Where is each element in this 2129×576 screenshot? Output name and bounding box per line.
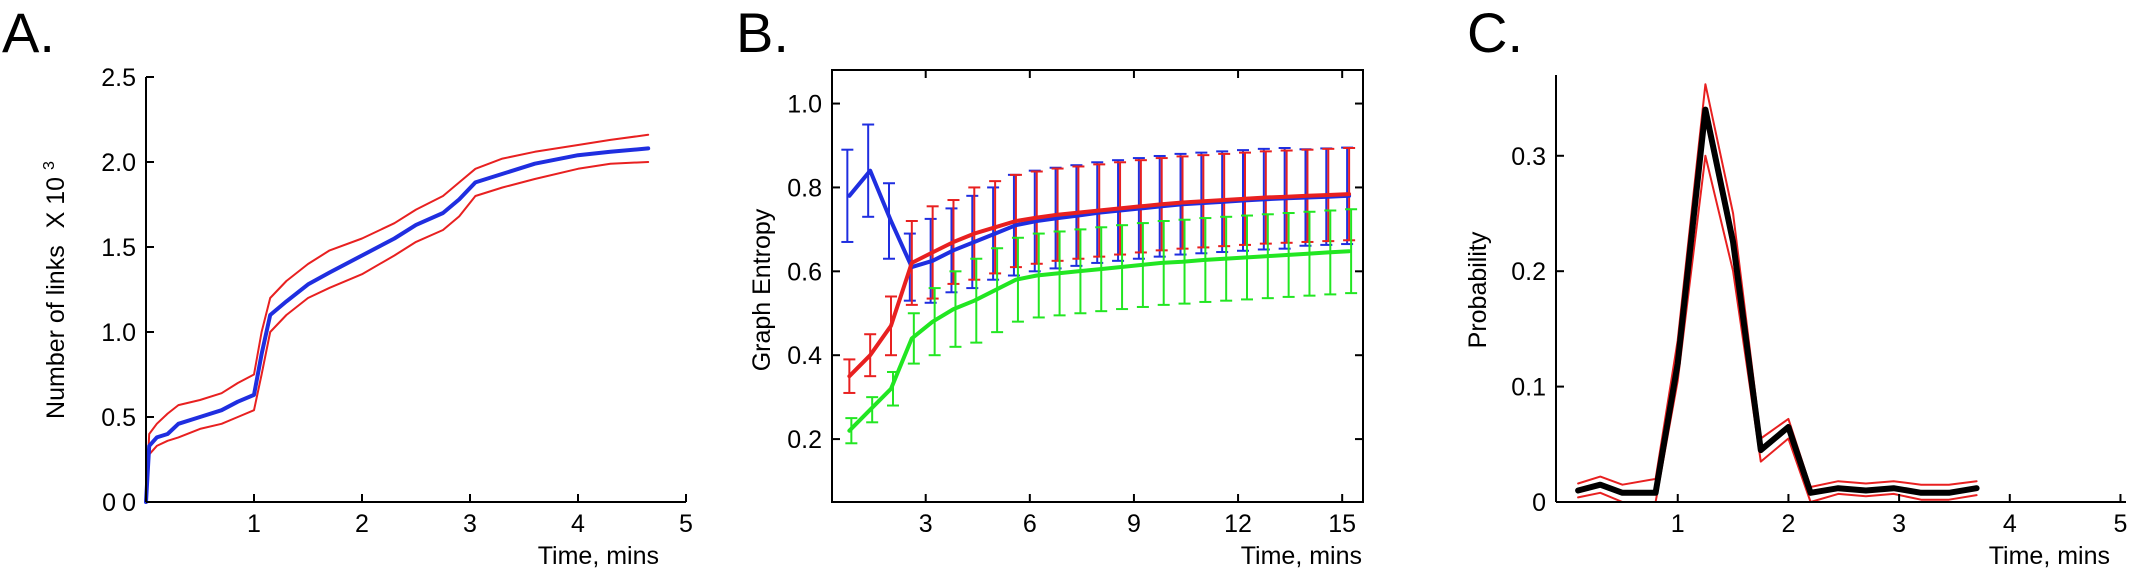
panel-c-x-tick-label: 5: [2114, 510, 2128, 538]
panel-a-y-axis-label-scale: X 10: [42, 177, 70, 228]
panel-c-letter: C.: [1467, 1, 1523, 64]
panel-a-y-tick-label: 2.0: [101, 149, 136, 177]
panel-b-frame: [831, 69, 1364, 503]
panel-a: A. 0 0.5 1.0 1.5 2.0 2.5 1 2 3 4 5 0 Time, mins Nu…: [2, 1, 693, 570]
panel-a-x-tick-label: 1: [247, 510, 261, 538]
panel-b-x-tick-label: 9: [1127, 510, 1141, 538]
panel-a-y-tick-label: 1.0: [101, 319, 136, 347]
panel-c-y-tick-label: 0.2: [1511, 258, 1546, 286]
panel-a-y-axis-label: Number of links X 10 3: [41, 161, 70, 419]
panel-b-x-tick-label: 3: [919, 510, 933, 538]
panel-a-x-origin-label: 0: [102, 489, 116, 517]
panel-b-x-tick-label: 15: [1328, 510, 1356, 538]
panel-c-x-tick-label: 3: [1892, 510, 1906, 538]
panel-c-series: [1575, 83, 1980, 503]
panel-b: B. 0.2 0.4 0.6 0.8 1.0 3 6 9 12 15 Time, mins Gra…: [736, 1, 1364, 570]
panel-c-x-tick-label: 1: [1671, 510, 1685, 538]
panel-b-y-axis-label: Graph Entropy: [748, 208, 776, 371]
panel-a-y-tick-label: 2.5: [101, 64, 136, 92]
panel-c-y-tick-label: 0.3: [1511, 143, 1546, 171]
panel-b-x-tick-label: 12: [1224, 510, 1252, 538]
panel-c-x-tick-label: 4: [2003, 510, 2017, 538]
panel-c-series-mean: [1575, 106, 1980, 496]
panel-b-x-tick-label: 6: [1023, 510, 1037, 538]
panel-a-letter: A.: [2, 1, 55, 64]
panel-a-y-axis-label-main: Number of links: [42, 245, 70, 419]
panel-b-series-line-2: [847, 249, 1352, 433]
panel-a-series-upper: [145, 133, 650, 503]
panel-a-ticks: 0 0.5 1.0 1.5 2.0 2.5 1 2 3 4 5: [101, 64, 693, 538]
panel-a-x-tick-label: 4: [571, 510, 585, 538]
panel-c-x-axis-label: Time, mins: [1989, 542, 2110, 570]
panel-b-series-line-1: [847, 192, 1352, 379]
panel-b-letter: B.: [736, 1, 789, 64]
panel-b-y-tick-label: 0.6: [787, 258, 822, 286]
panel-a-x-tick-label: 3: [463, 510, 477, 538]
panel-b-ticks: 0.2 0.4 0.6 0.8 1.0 3 6 9 12 15: [787, 70, 1363, 538]
panel-c-y-axis-label: Probability: [1464, 231, 1492, 348]
panel-a-y-tick-label: 1.5: [101, 234, 136, 262]
panel-a-series: [144, 133, 651, 504]
panel-a-series-mean: [144, 146, 651, 504]
panel-c-x-tick-label: 2: [1781, 510, 1795, 538]
panel-a-x-tick-label: 2: [355, 510, 369, 538]
panel-c-ticks: 0 0.1 0.2 0.3 1 2 3 4 5: [1511, 143, 2127, 538]
panel-c-y-tick-label: 0: [1532, 489, 1546, 517]
panel-b-x-axis-label: Time, mins: [1241, 542, 1362, 570]
panel-b-series: [841, 123, 1358, 445]
panel-c-y-tick-label: 0.1: [1511, 374, 1546, 402]
panel-c: C. 0 0.1 0.2 0.3 1 2 3 4 5 Time, mins Probabilit…: [1464, 1, 2127, 570]
panel-c-series-lower: [1577, 154, 1978, 503]
panel-b-y-tick-label: 1.0: [787, 91, 822, 119]
panel-a-series-lower: [145, 161, 650, 503]
panel-a-x-tick-label: 5: [679, 510, 693, 538]
panel-b-y-tick-label: 0.2: [787, 426, 822, 454]
panel-a-y-tick-label: 0: [122, 489, 136, 517]
panel-a-y-tick-label: 0.5: [101, 404, 136, 432]
panel-c-series-upper: [1577, 83, 1978, 488]
panel-a-y-axis-label-exponent: 3: [41, 161, 58, 170]
panel-a-x-axis-label: Time, mins: [538, 542, 659, 570]
panel-b-y-tick-label: 0.8: [787, 174, 822, 202]
panel-b-y-tick-label: 0.4: [787, 342, 822, 370]
